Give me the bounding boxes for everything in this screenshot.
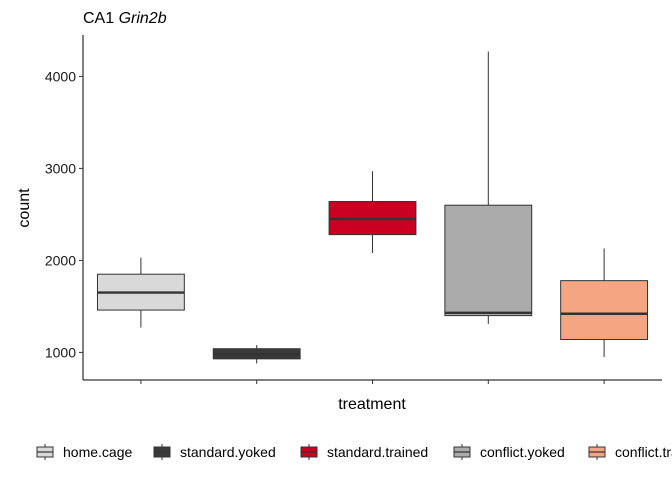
legend-label-conflict.trained: conflict.trained	[615, 444, 672, 460]
legend-label-standard.yoked: standard.yoked	[180, 444, 276, 460]
y-tick-label: 3000	[45, 160, 76, 176]
y-tick-label: 1000	[45, 344, 76, 360]
legend-item-standard.yoked: standard.yoked	[153, 444, 276, 460]
box-standard.yoked	[212, 345, 301, 364]
legend-item-standard.trained: standard.trained	[300, 444, 428, 460]
y-axis: 1000 2000 3000 4000	[45, 35, 84, 380]
legend: home.cage standard.yoked standard.trained c…	[36, 444, 672, 460]
y-tick-label: 4000	[45, 68, 76, 84]
y-axis-title: count	[16, 188, 33, 228]
box-iqr	[444, 204, 533, 317]
legend-item-conflict.trained: conflict.trained	[588, 444, 672, 460]
box-conflict.trained	[560, 248, 649, 357]
box-conflict.yoked	[444, 51, 533, 324]
chart-title: CA1 Grin2b	[83, 10, 167, 27]
legend-label-conflict.yoked: conflict.yoked	[480, 444, 565, 460]
box-iqr	[560, 280, 649, 341]
legend-item-conflict.yoked: conflict.yoked	[453, 444, 565, 460]
x-axis	[83, 379, 662, 384]
y-tick-label: 2000	[45, 252, 76, 268]
x-axis-title: treatment	[338, 396, 406, 413]
legend-label-standard.trained: standard.trained	[327, 444, 428, 460]
chart-title-gene: Grin2b	[119, 10, 167, 27]
box-home.cage	[96, 257, 185, 328]
boxes-layer	[96, 51, 649, 364]
legend-label-home.cage: home.cage	[63, 444, 132, 460]
chart-title-prefix: CA1	[83, 10, 119, 27]
legend-item-home.cage: home.cage	[36, 444, 132, 460]
box-standard.trained	[328, 171, 417, 254]
